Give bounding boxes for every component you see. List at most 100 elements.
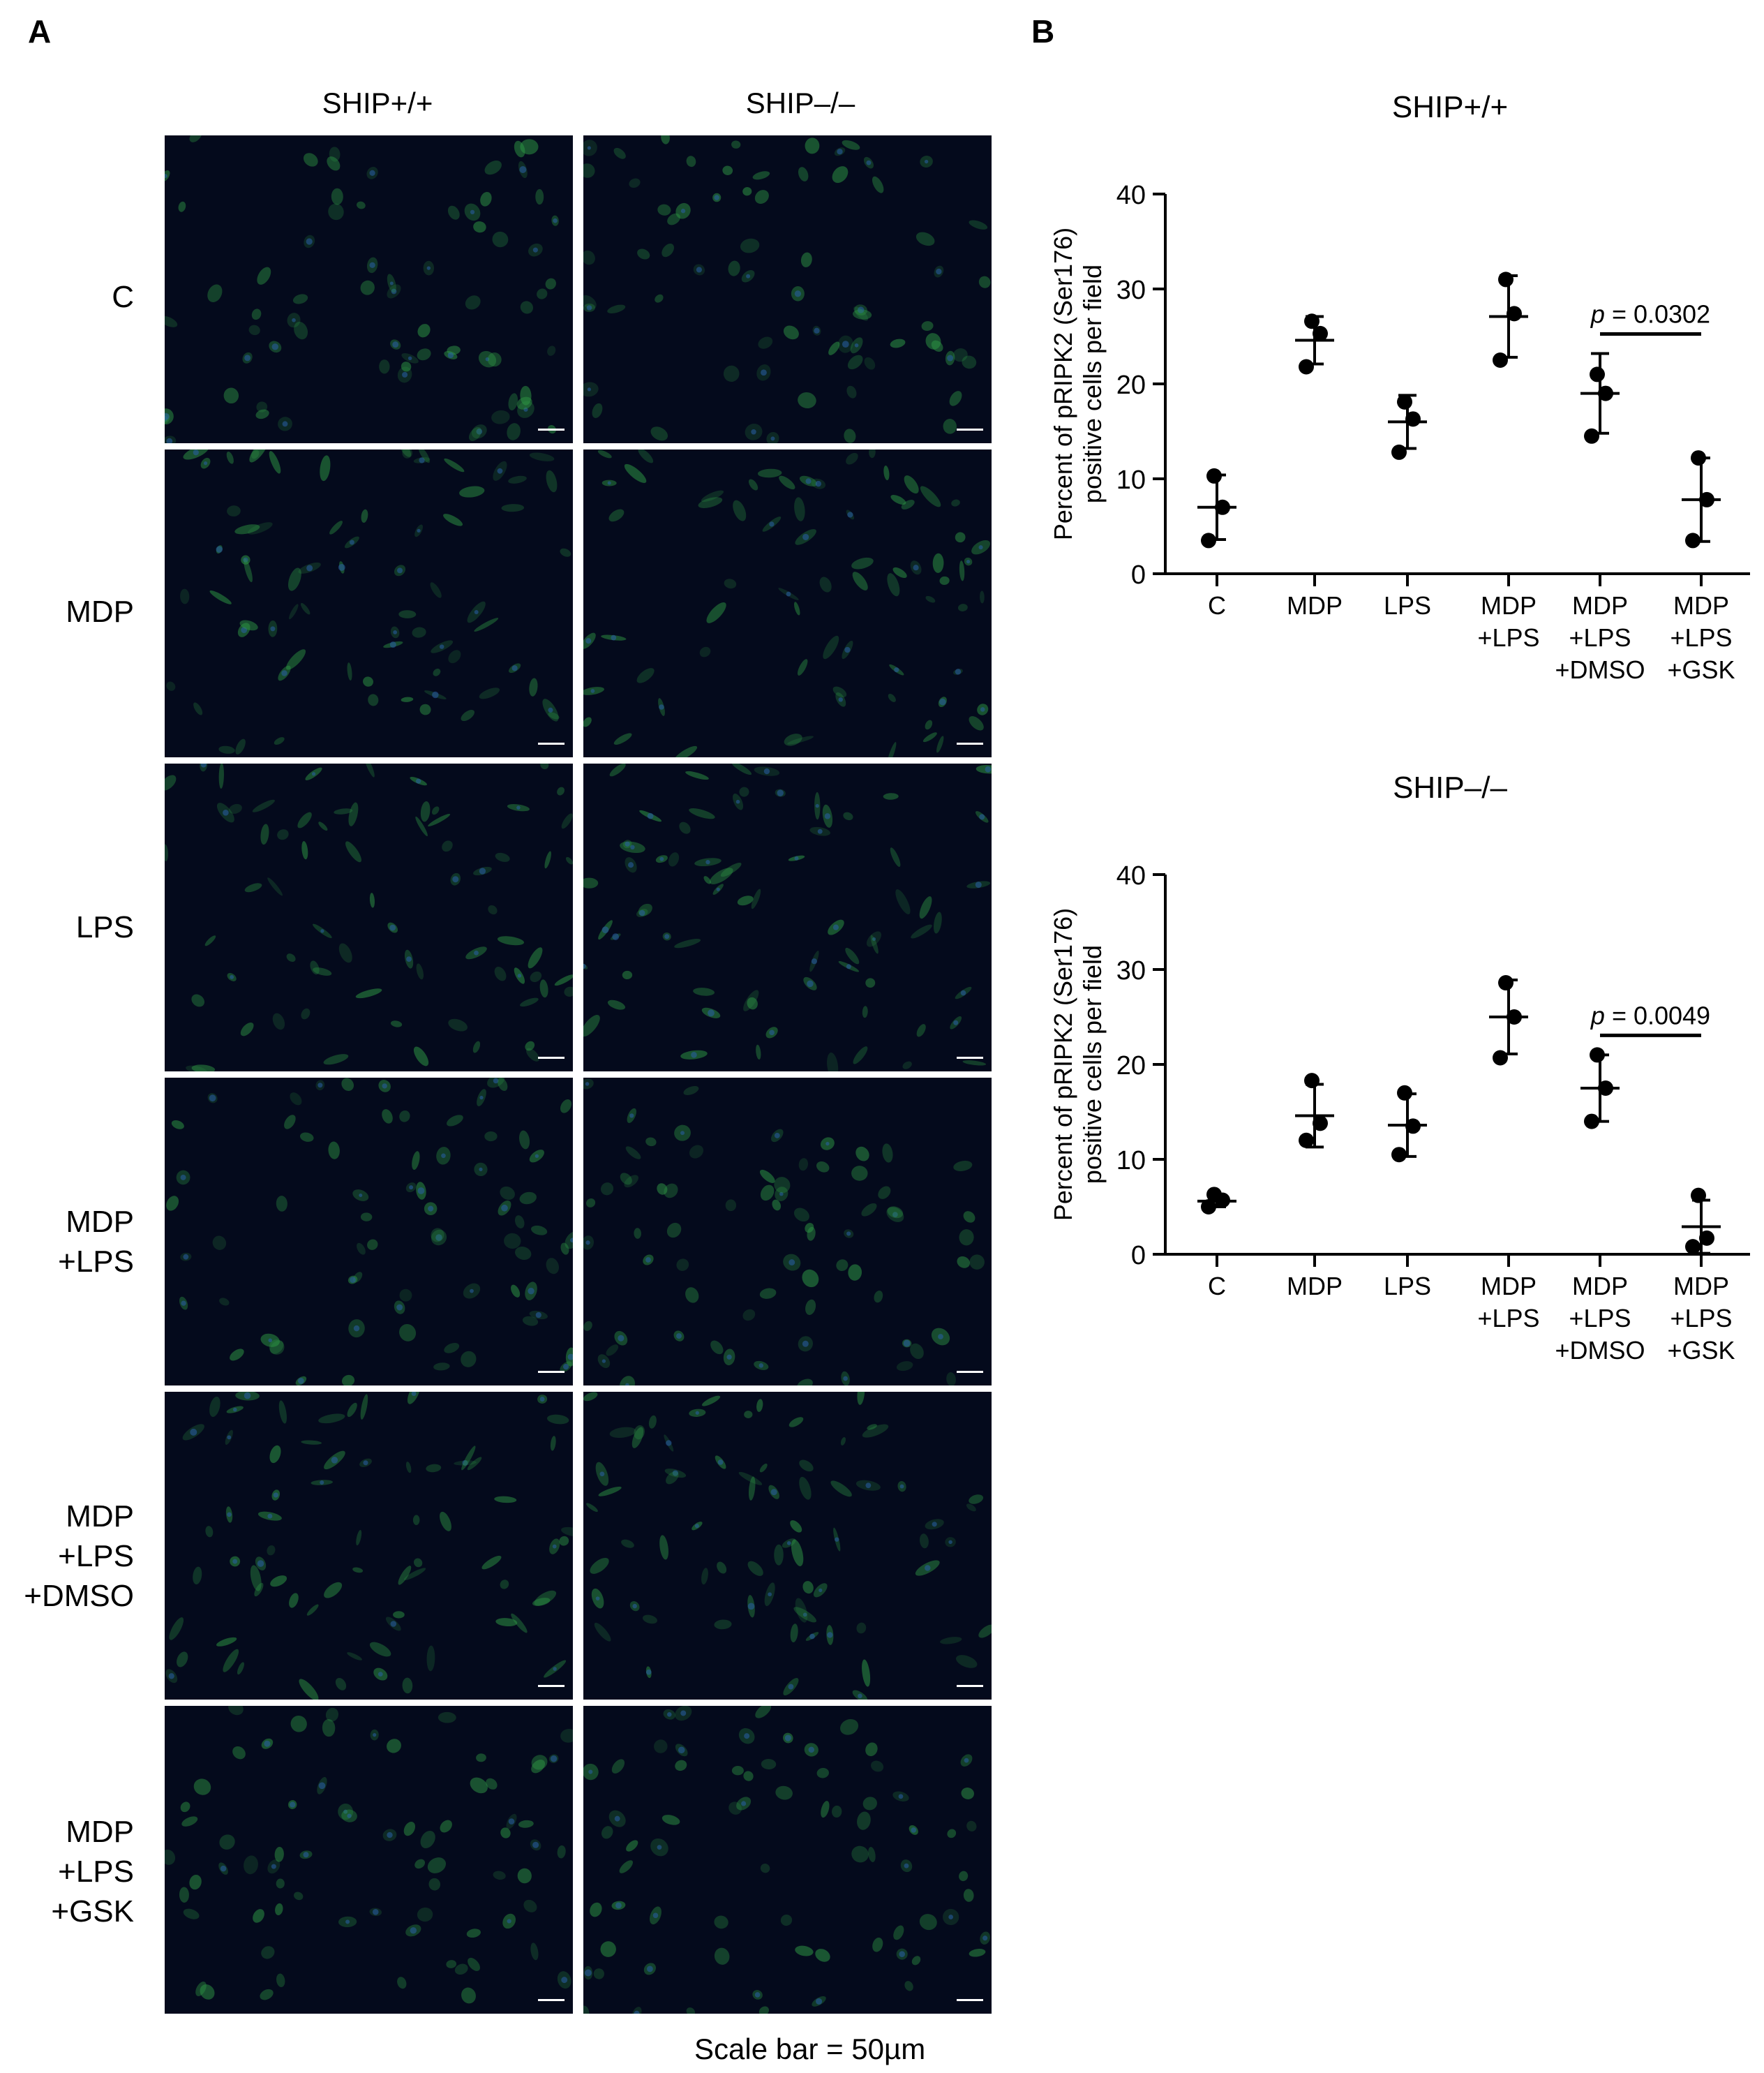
chart-title: SHIP+/+ (1392, 90, 1508, 124)
scale-bar (538, 1057, 565, 1059)
data-point (1507, 306, 1522, 322)
data-point (1215, 499, 1230, 515)
micrograph-6-1 (165, 1706, 573, 2014)
data-point (1584, 428, 1599, 444)
x-tick-label: MDP (1287, 1272, 1343, 1300)
data-point (1397, 1085, 1412, 1101)
y-tick-label: 10 (1116, 1146, 1146, 1175)
data-point (1584, 1113, 1599, 1129)
scale-bar (538, 429, 565, 431)
data-point (1397, 394, 1412, 410)
micrograph-1-1 (165, 135, 573, 443)
data-point (1405, 411, 1421, 427)
x-tick-label: C (1208, 1272, 1226, 1300)
x-tick-label: MDP +LPS +GSK (1667, 1272, 1735, 1365)
data-point (1493, 1050, 1508, 1066)
scale-bar (957, 1685, 983, 1687)
data-point (1691, 450, 1706, 466)
data-point (1206, 468, 1222, 484)
y-tick-label: 0 (1131, 1241, 1146, 1270)
micrograph-2-2 (583, 449, 992, 757)
row-label-mdp-lps-gsk: MDP +LPS +GSK (51, 1815, 134, 1929)
data-point (1493, 352, 1508, 368)
row-label-mdp-lps: MDP +LPS (58, 1205, 134, 1279)
scale-bar (957, 1371, 983, 1373)
x-tick-label: MDP +LPS (1477, 1272, 1539, 1332)
scale-bar-caption: Scale bar = 50µm (694, 2033, 926, 2065)
panel-a-letter: A (28, 13, 52, 50)
micrograph-2-1 (165, 449, 573, 757)
data-point (1201, 533, 1216, 549)
data-point (1391, 1147, 1407, 1163)
data-point (1691, 1187, 1706, 1203)
data-point (1685, 533, 1701, 549)
significance-label: p = 0.0049 (1590, 1001, 1710, 1030)
scale-bar (538, 743, 565, 745)
y-tick-label: 0 (1131, 560, 1146, 590)
column-header-ship-wt: SHIP+/+ (322, 87, 433, 119)
scale-bar (957, 1999, 983, 2001)
row-label-mdp-lps-dmso: MDP +LPS +DMSO (24, 1499, 134, 1613)
data-point (1699, 1230, 1714, 1246)
scale-bar (538, 1371, 565, 1373)
data-point (1498, 272, 1513, 288)
x-tick-label: MDP +LPS +DMSO (1555, 591, 1645, 684)
x-tick-label: LPS (1384, 591, 1431, 620)
micrograph-3-2 (583, 764, 992, 1071)
data-point (1498, 975, 1513, 991)
x-tick-label: MDP +LPS +GSK (1667, 591, 1735, 684)
data-point (1699, 491, 1714, 507)
scale-bar (538, 1685, 565, 1687)
micrograph-6-2 (583, 1706, 992, 2014)
y-tick-label: 40 (1116, 181, 1146, 210)
y-tick-label: 30 (1116, 276, 1146, 305)
data-point (1299, 359, 1314, 375)
data-point (1313, 1115, 1328, 1131)
column-header-ship-ko: SHIP–/– (745, 87, 855, 119)
x-tick-label: C (1208, 591, 1226, 620)
data-point (1304, 1073, 1320, 1089)
micrograph-1-2 (583, 135, 992, 443)
data-point (1405, 1118, 1421, 1134)
scale-bar (957, 1057, 983, 1059)
data-point (1598, 1080, 1613, 1096)
row-label-mdp: MDP (66, 595, 134, 629)
data-point (1598, 385, 1613, 401)
significance-label: p = 0.0302 (1590, 299, 1710, 328)
y-tick-label: 40 (1116, 861, 1146, 891)
row-label-c: C (112, 280, 134, 314)
data-point (1391, 444, 1407, 460)
data-point (1304, 313, 1320, 329)
y-tick-label: 20 (1116, 1051, 1146, 1080)
x-tick-label: MDP (1287, 591, 1343, 620)
y-tick-label: 10 (1116, 466, 1146, 495)
micrograph-4-1 (165, 1078, 573, 1385)
micrograph-3-1 (165, 764, 573, 1071)
y-axis-label: Percent of pRIPK2 (Ser176)positive cells… (1049, 228, 1107, 540)
scale-bar (538, 1999, 565, 2001)
row-label-lps: LPS (75, 910, 134, 944)
y-tick-label: 30 (1116, 956, 1146, 986)
micrograph-5-1 (165, 1392, 573, 1700)
panel-b-letter: B (1031, 13, 1055, 50)
data-point (1590, 1047, 1605, 1063)
data-point (1299, 1132, 1314, 1148)
data-point (1590, 366, 1605, 382)
x-tick-label: MDP +LPS +DMSO (1555, 1272, 1645, 1365)
micrograph-5-2 (583, 1392, 992, 1700)
scale-bar (957, 429, 983, 431)
data-point (1685, 1239, 1701, 1255)
micrograph-4-2 (583, 1078, 992, 1385)
x-tick-label: MDP +LPS (1477, 591, 1539, 652)
data-point (1313, 325, 1328, 341)
x-tick-label: LPS (1384, 1272, 1431, 1300)
y-tick-label: 20 (1116, 371, 1146, 400)
data-point (1206, 1187, 1222, 1203)
data-point (1507, 1009, 1522, 1025)
y-axis-label: Percent of pRIPK2 (Ser176)positive cells… (1049, 908, 1107, 1221)
chart-ship-wt: SHIP+/+ 0 10 20 30 40 Percent of pRIPK2 (Ser17… (1049, 90, 1750, 684)
data-point (1201, 1199, 1216, 1214)
scale-bar (957, 743, 983, 745)
chart-ship-ko: SHIP–/– 0 10 20 30 40 Percent of pRIPK2 (Ser17… (1049, 771, 1750, 1365)
chart-title: SHIP–/– (1393, 771, 1507, 805)
